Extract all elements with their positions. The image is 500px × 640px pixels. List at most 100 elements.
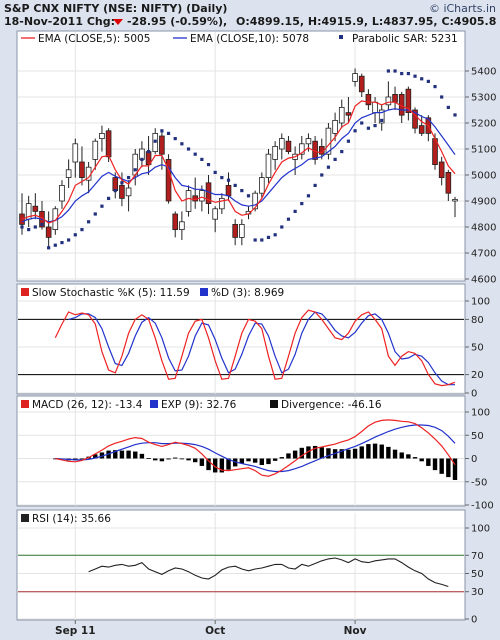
candle-up — [305, 138, 312, 145]
sar-dot — [233, 183, 237, 187]
sar-dot — [193, 152, 197, 156]
stochastic-legend: Slow Stochastic %K (5): 11.59 %D (3): 8.… — [21, 287, 284, 299]
sar-dot — [27, 228, 31, 232]
sar-dot — [353, 129, 357, 133]
divergence-bar — [232, 458, 238, 467]
sar-dot — [446, 105, 450, 109]
ema10-line — [21, 108, 456, 223]
sar-dot — [386, 69, 390, 73]
price-tick-label: 4700 — [471, 249, 496, 260]
macd-legend: MACD (26, 12): -13.4 EXP (9): 32.76 Dive… — [21, 399, 382, 411]
candle-up — [278, 138, 285, 150]
sar-dot — [246, 194, 251, 198]
chart-title: S&P CNX NIFTY (NSE: NIFTY) (Daily) — [4, 2, 227, 15]
macd-signal-line — [55, 424, 456, 473]
sar-dot — [200, 157, 204, 161]
candle-up — [239, 223, 245, 238]
divergence-bar — [106, 450, 111, 459]
rsi-tick-label: 30 — [471, 587, 484, 598]
sar-dot — [240, 189, 244, 193]
divergence-bar — [339, 449, 344, 459]
candle-up — [72, 143, 79, 163]
divergence-legend-label: Divergence: -46.16 — [281, 399, 382, 411]
sar-dot — [306, 194, 311, 198]
sar-dot — [346, 139, 351, 143]
sar-dot — [107, 196, 111, 200]
divergence-bar — [113, 450, 118, 459]
stochastic-tick-label: 80 — [471, 315, 484, 326]
rsi-tick-label: 0 — [471, 615, 477, 626]
divergence-bar — [366, 444, 371, 459]
watermark: © iCharts.in — [429, 2, 496, 15]
sar-dot — [213, 170, 217, 174]
sar-dot — [393, 69, 397, 73]
divergence-bar — [439, 458, 444, 474]
candle-down — [232, 223, 238, 238]
divergence-bar — [126, 450, 131, 459]
divergence-bar — [193, 458, 198, 463]
candle-down — [159, 135, 165, 155]
divergence-bar — [159, 458, 165, 462]
divergence-bar — [452, 458, 458, 480]
price-tick-label: 4900 — [471, 197, 496, 208]
candle-up — [212, 208, 218, 220]
ema10-legend-label: EMA (CLOSE,10): 5078 — [190, 33, 309, 45]
candle-down — [358, 75, 365, 93]
rsi-series — [88, 557, 449, 588]
divergence-bar — [312, 445, 318, 459]
divergence-bar — [179, 458, 185, 460]
candle-up — [332, 120, 338, 134]
price-series — [19, 68, 458, 250]
rsi-line — [88, 557, 449, 588]
macd-tick-label: 0 — [471, 454, 477, 465]
sar-dot — [33, 225, 37, 229]
macd-legend-label: MACD (26, 12): -13.4 — [32, 399, 143, 411]
macd-tick-label: -100 — [471, 501, 494, 512]
header-date-line: 18-Nov-2011 Chg: — [4, 15, 115, 28]
divergence-bar — [219, 458, 225, 473]
candle-up — [252, 192, 258, 210]
candle-up — [298, 143, 305, 155]
candle-up — [378, 109, 385, 124]
rsi-tick-label: 70 — [471, 551, 484, 562]
header-ohlc: O:4899.15, H:4915.9, L:4837.95, C:4905.8 — [236, 15, 496, 28]
k-legend-label: Slow Stochastic %K (5): 11.59 — [32, 287, 190, 299]
sar-legend-swatch — [339, 35, 343, 39]
rsi-legend-label: RSI (14): 35.66 — [32, 513, 111, 525]
divergence-bar — [259, 458, 265, 466]
divergence-bar — [99, 452, 105, 459]
divergence-bar — [326, 448, 331, 459]
candle-up — [65, 169, 72, 179]
divergence-bar — [133, 451, 138, 459]
down-arrow-icon — [113, 19, 123, 25]
candle-down — [172, 213, 179, 230]
sar-dot — [20, 225, 24, 229]
stochastic-tick-label: 100 — [471, 297, 490, 308]
price-tick-label: 5400 — [471, 67, 496, 78]
sar-dot — [47, 246, 51, 250]
stochastic-tick-label: 50 — [471, 343, 484, 354]
divergence-legend-swatch — [270, 400, 278, 408]
candle-up — [372, 101, 378, 113]
sar-dot — [113, 189, 117, 193]
stochastic-series — [54, 309, 456, 387]
divergence-bar — [272, 458, 278, 461]
signal-legend-label: EXP (9): 32.76 — [161, 399, 237, 411]
sar-dot — [326, 165, 331, 169]
sar-dot — [60, 241, 64, 245]
price-tick-label: 5000 — [471, 171, 496, 182]
divergence-bar — [186, 458, 191, 461]
divergence-bar — [446, 458, 451, 478]
divergence-bar — [206, 458, 211, 471]
divergence-bar — [286, 453, 291, 459]
price-tick-label: 5100 — [471, 145, 496, 156]
sar-dot — [120, 181, 124, 185]
divergence-bar — [412, 457, 418, 459]
sar-dot — [433, 85, 437, 89]
sar-dot — [53, 243, 57, 247]
sar-dot — [126, 176, 131, 180]
rsi-tick-label: 100 — [471, 524, 490, 535]
sar-dot — [293, 209, 297, 213]
stochastic-tick-label: 0 — [471, 389, 477, 400]
sar-dot — [366, 126, 370, 130]
